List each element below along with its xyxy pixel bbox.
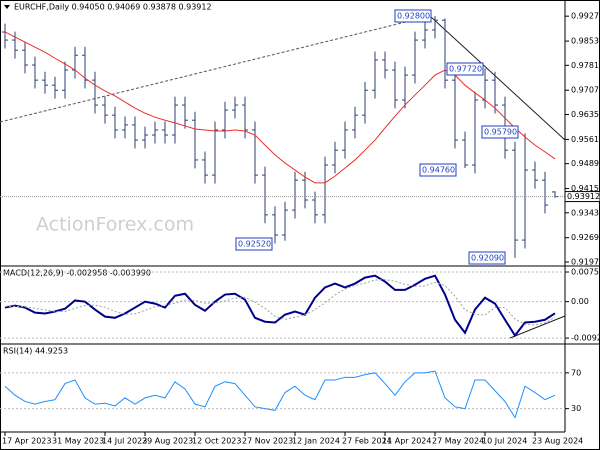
x-tick-label: 27 May 2024 <box>432 437 484 446</box>
trend-line <box>509 315 566 339</box>
annotation: 0.97720 <box>449 65 482 74</box>
annotation-box <box>419 163 457 177</box>
series-line <box>4 31 556 184</box>
annotation-box <box>468 251 506 265</box>
y-tick-label: 70 <box>571 368 581 377</box>
y-tick-label: -0.009252 <box>571 334 600 343</box>
annotation: 0.95790 <box>484 128 517 137</box>
rsi-title: RSI(14) 44.9253 <box>3 347 68 356</box>
x-tick-label: 17 Apr 2023 <box>2 437 51 446</box>
trend-line <box>0 15 431 123</box>
last-price-label: 0.93912 <box>567 192 600 201</box>
annotation: 0.94760 <box>422 166 455 175</box>
watermark: ActionForex.com <box>36 214 194 236</box>
x-tick-label: 14 Jul 2023 <box>102 437 147 446</box>
annotation-box <box>394 9 432 23</box>
x-tick-label: 29 Aug 2023 <box>142 437 193 446</box>
annotation-box <box>446 62 484 76</box>
series-line <box>4 274 556 338</box>
series-line <box>4 370 556 419</box>
x-tick-label: 27 Feb 2024 <box>342 437 392 446</box>
y-tick-label: 30 <box>571 404 581 413</box>
x-tick-label: 11 Apr 2024 <box>382 437 431 446</box>
annotation: 0.92800 <box>397 12 430 21</box>
annotation: 0.92090 <box>471 254 504 263</box>
x-tick-label: 23 Aug 2024 <box>532 437 583 446</box>
last-price-box <box>564 191 600 203</box>
series-line <box>5 279 556 326</box>
annotation-box <box>481 125 519 139</box>
x-tick-label: 12 Oct 2023 <box>192 437 241 446</box>
annotation-box <box>235 237 273 251</box>
macd-title: MACD(12,26,9) -0.002958 -0.003990 <box>3 269 151 278</box>
annotation: 0.92520 <box>238 240 271 249</box>
x-tick-label: 31 May 2023 <box>52 437 104 446</box>
y-tick-label: 0.00 <box>571 297 589 306</box>
x-tick-label: 12 Jan 2024 <box>292 437 340 446</box>
trend-line <box>429 15 566 141</box>
y-tick-label: 0.007526 <box>571 268 600 277</box>
menu-arrow <box>4 5 10 9</box>
x-tick-label: 27 Nov 2023 <box>242 437 293 446</box>
x-tick-label: 10 Jul 2024 <box>482 437 527 446</box>
chart-title: EURCHF,Daily 0.94050 0.94069 0.93878 0.9… <box>14 3 212 12</box>
